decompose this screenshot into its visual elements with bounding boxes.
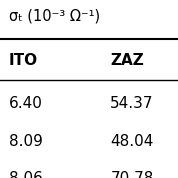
Text: ITO: ITO — [9, 53, 38, 68]
Text: ZAZ: ZAZ — [110, 53, 144, 68]
Text: σₜ (10⁻³ Ω⁻¹): σₜ (10⁻³ Ω⁻¹) — [9, 9, 100, 24]
Text: 8.06: 8.06 — [9, 171, 43, 178]
Text: 8.09: 8.09 — [9, 134, 43, 148]
Text: 70.78: 70.78 — [110, 171, 154, 178]
Text: 6.40: 6.40 — [9, 96, 43, 111]
Text: 54.37: 54.37 — [110, 96, 154, 111]
Text: 48.04: 48.04 — [110, 134, 154, 148]
